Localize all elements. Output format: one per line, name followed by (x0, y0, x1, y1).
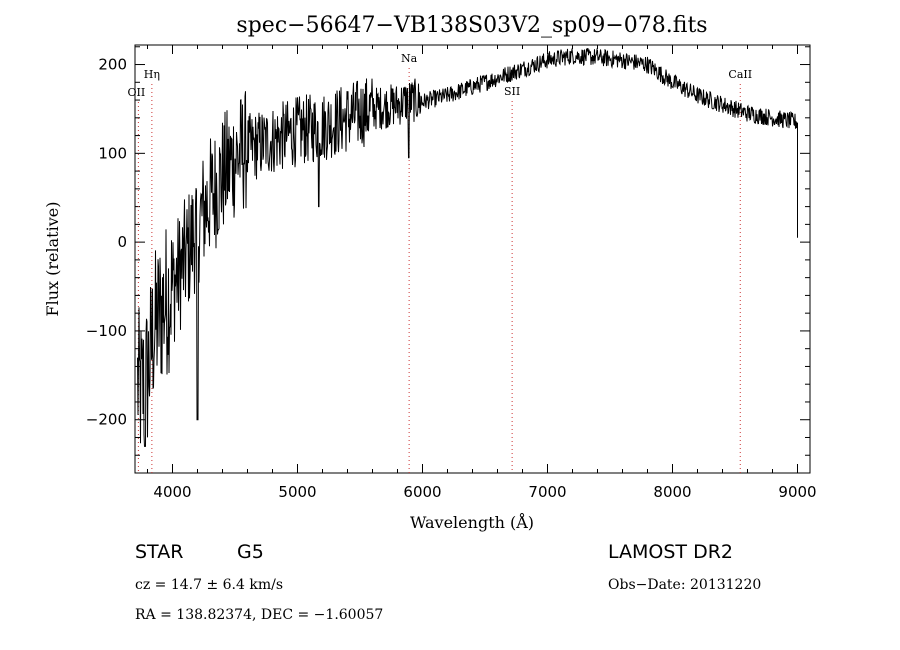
chart-title: spec−56647−VB138S03V2_sp09−078.fits (236, 13, 707, 38)
obs-date: Obs−Date: 20131220 (608, 577, 761, 593)
spectral-line-label: Na (401, 52, 418, 65)
x-tick-label: 6000 (403, 483, 441, 501)
y-axis: −200 −100 0 100 200 (86, 46, 810, 456)
y-tick-label: 0 (117, 233, 127, 251)
object-class: STAR (135, 541, 183, 563)
x-tick-label: 5000 (278, 483, 316, 501)
y-axis-label: Flux (relative) (43, 202, 62, 317)
plot-frame (134, 44, 811, 474)
x-tick-label: 8000 (653, 483, 691, 501)
radec-text: RA = 138.82374, DEC = −1.60057 (135, 607, 383, 623)
x-tick-label: 7000 (528, 483, 566, 501)
spectral-line-label: Hη (144, 68, 160, 81)
spectral-line-markers: OII Hη Na SII CaII (128, 52, 752, 473)
object-subclass: G5 (237, 541, 264, 563)
y-tick-label: 200 (98, 56, 127, 74)
x-tick-label: 4000 (153, 483, 191, 501)
spectral-line-label: OII (128, 86, 146, 99)
plot-border (134, 44, 811, 474)
survey-label: LAMOST DR2 (608, 541, 733, 563)
y-tick-label: 100 (98, 144, 127, 162)
spectrum-series-line (137, 48, 798, 447)
y-tick-label: −200 (86, 411, 127, 429)
spectral-line-label: SII (504, 85, 520, 98)
x-axis: 4000 5000 6000 7000 8000 9000 (147, 45, 817, 501)
spectral-line-label: CaII (728, 68, 752, 81)
redshift-text: cz = 14.7 ± 6.4 km/s (135, 577, 283, 593)
x-axis-label: Wavelength (Å) (410, 512, 534, 532)
x-tick-label: 9000 (778, 483, 816, 501)
y-tick-label: −100 (86, 322, 127, 340)
